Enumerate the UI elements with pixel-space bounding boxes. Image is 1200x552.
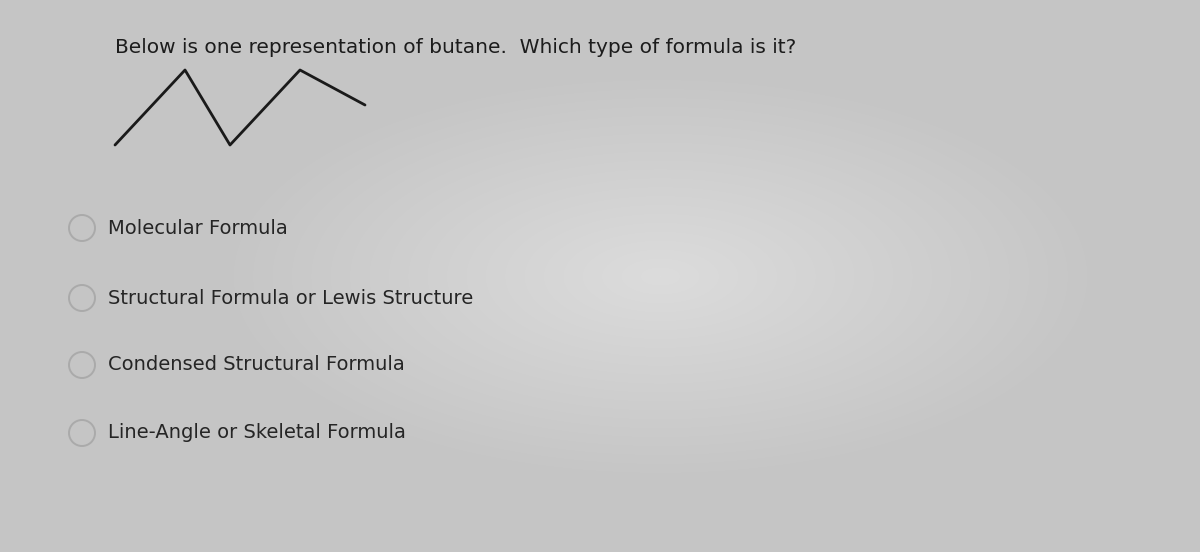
- Text: Structural Formula or Lewis Structure: Structural Formula or Lewis Structure: [108, 289, 473, 307]
- Text: Condensed Structural Formula: Condensed Structural Formula: [108, 355, 404, 374]
- Text: Below is one representation of butane.  Which type of formula is it?: Below is one representation of butane. W…: [115, 38, 797, 57]
- Text: Molecular Formula: Molecular Formula: [108, 219, 288, 237]
- Text: Line-Angle or Skeletal Formula: Line-Angle or Skeletal Formula: [108, 423, 406, 443]
